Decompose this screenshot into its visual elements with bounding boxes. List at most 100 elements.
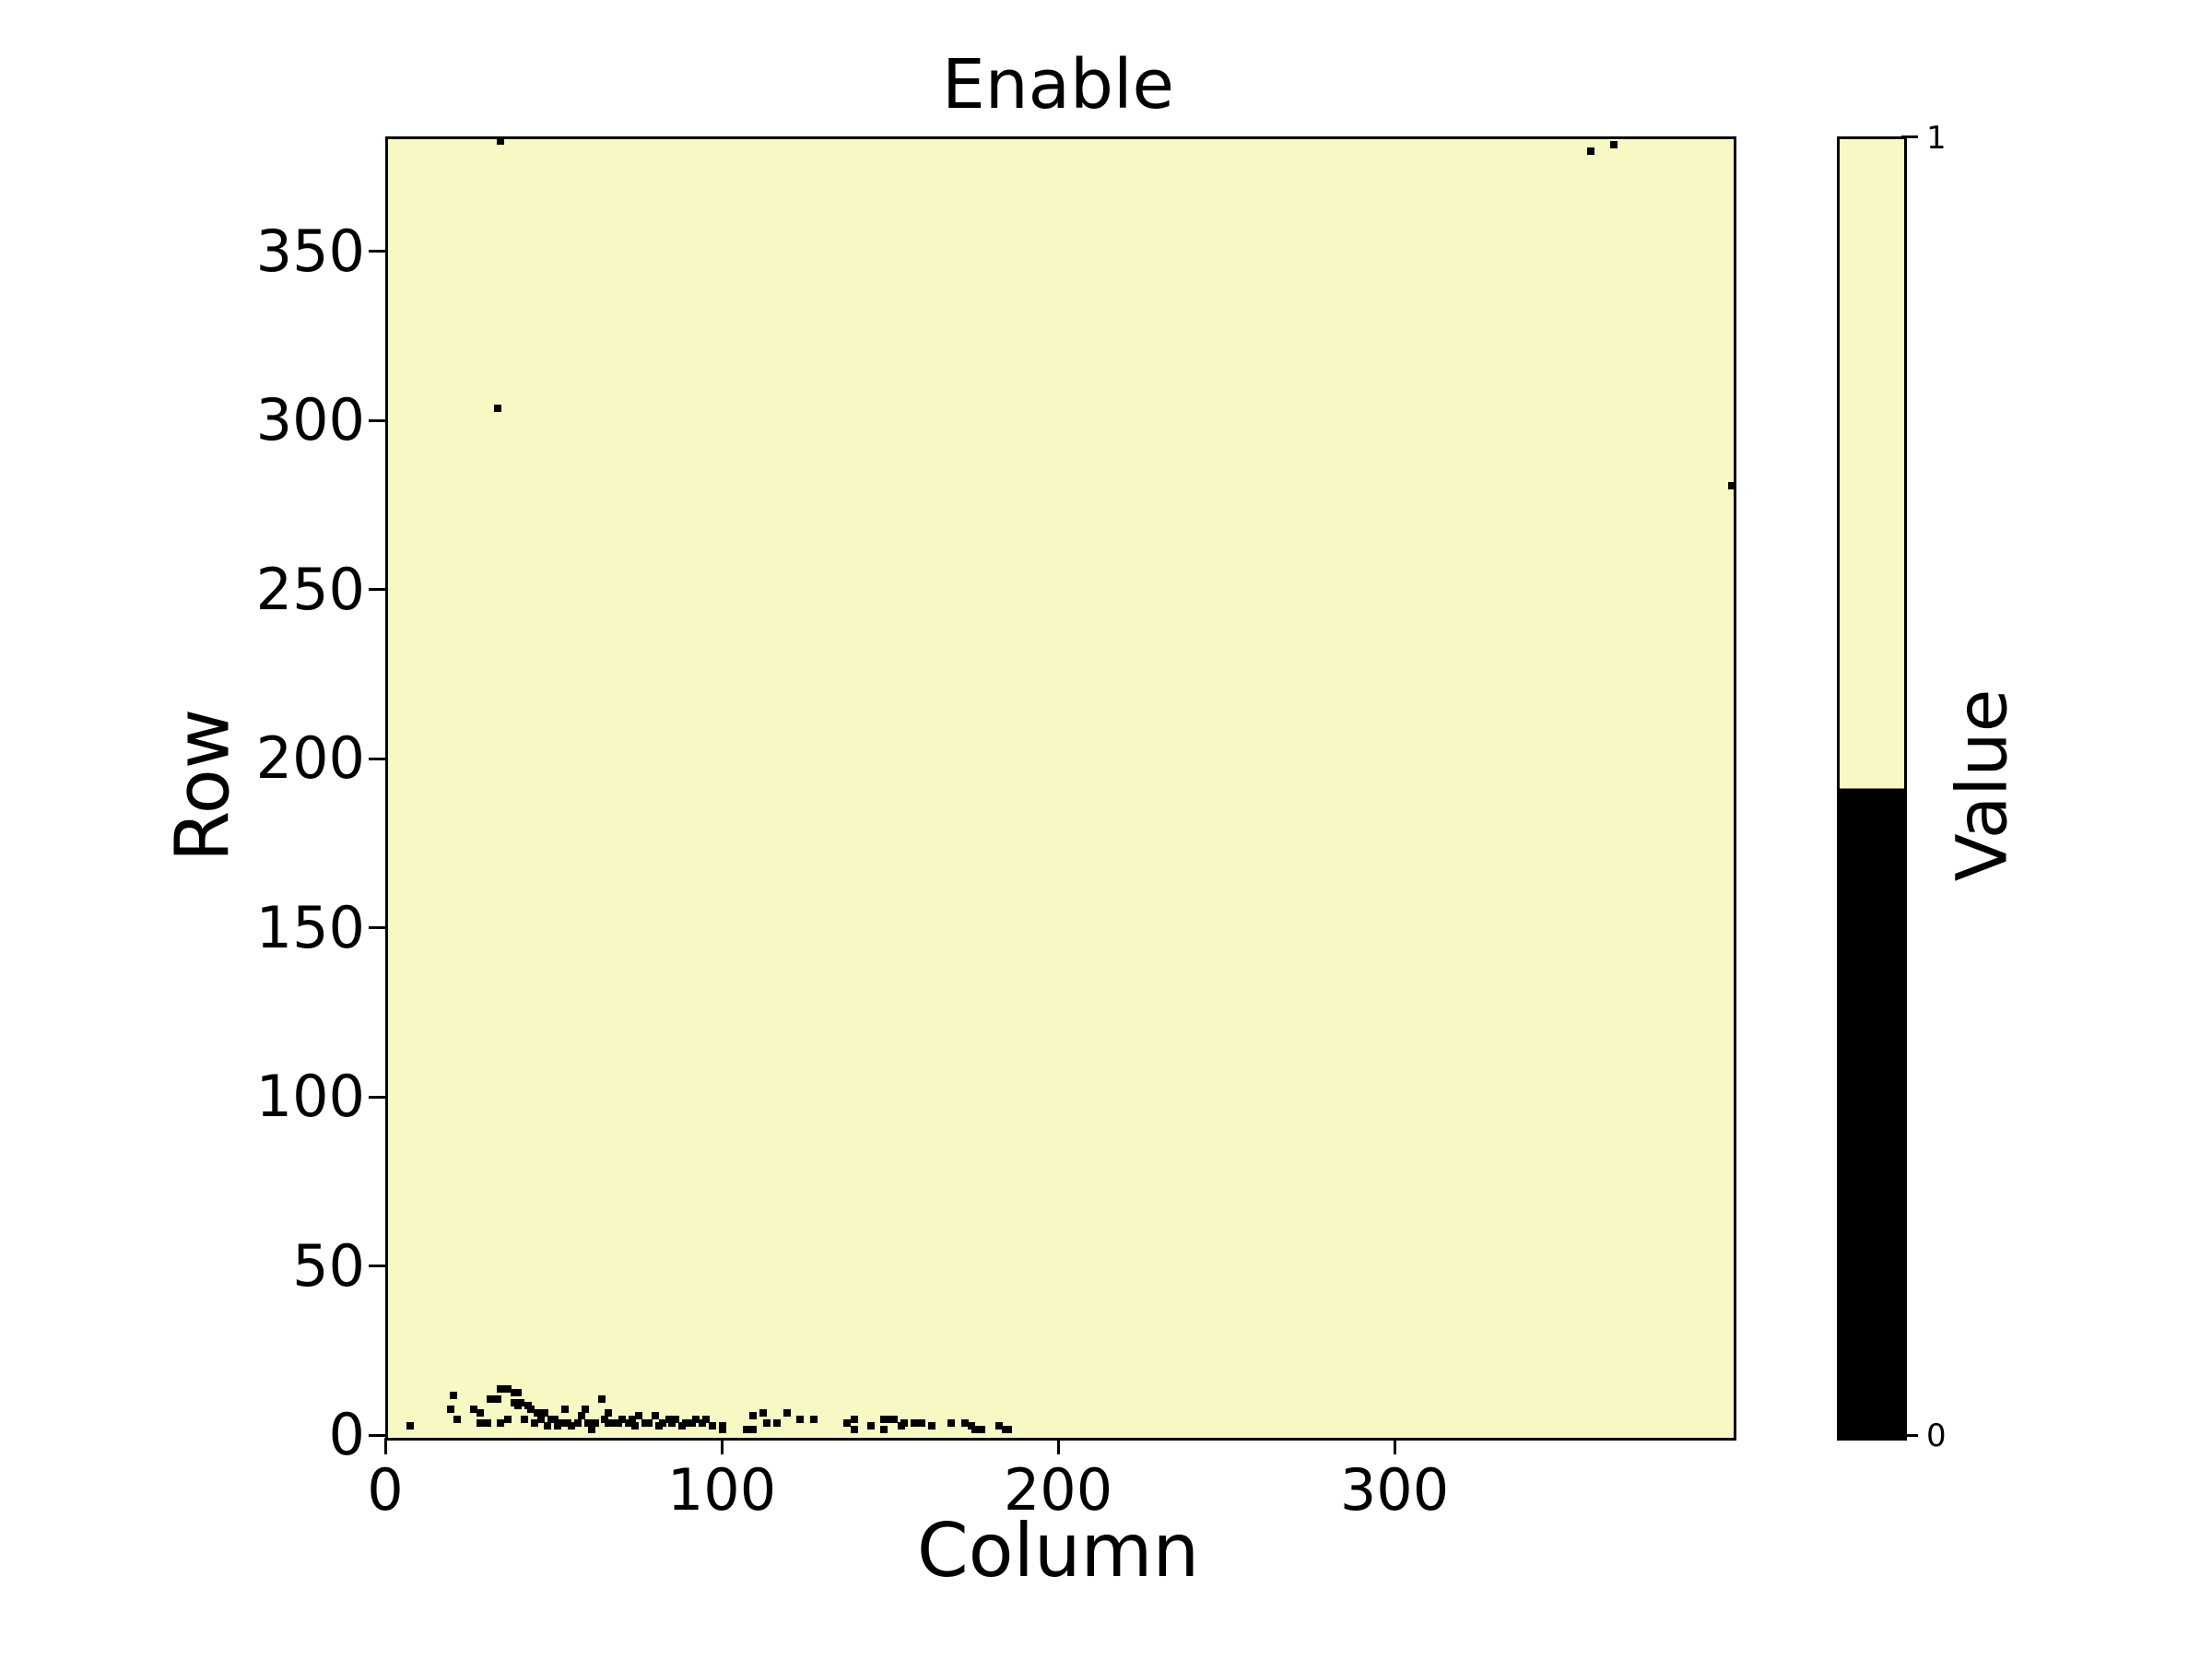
y-axis-tick bbox=[369, 250, 385, 253]
heatmap-zero-cell bbox=[544, 1422, 552, 1430]
heatmap-zero-cell bbox=[978, 1425, 986, 1433]
heatmap-zero-cell bbox=[527, 1405, 535, 1413]
heatmap-zero-cell bbox=[672, 1415, 680, 1423]
heatmap-zero-cell bbox=[587, 1425, 595, 1433]
heatmap-zero-cell bbox=[692, 1415, 700, 1423]
y-axis-tick-label: 0 bbox=[328, 1401, 365, 1468]
x-axis-tick-label: 100 bbox=[666, 1456, 777, 1524]
colorbar-tick-label-1: 1 bbox=[1926, 120, 1947, 157]
x-axis-tick bbox=[383, 1438, 387, 1454]
heatmap-zero-cell bbox=[749, 1412, 757, 1420]
heatmap-zero-cell bbox=[917, 1418, 925, 1427]
heatmap-zero-cell bbox=[911, 1418, 919, 1427]
heatmap-zero-cell bbox=[497, 139, 505, 145]
heatmap-zero-cell bbox=[406, 1422, 414, 1430]
y-axis-tick bbox=[369, 1095, 385, 1099]
heatmap-zero-cell bbox=[567, 1422, 575, 1430]
heatmap-zero-cell bbox=[483, 1418, 491, 1427]
x-axis-label: Column bbox=[916, 1508, 1200, 1594]
heatmap-zero-cell bbox=[762, 1418, 771, 1427]
y-axis-tick-label: 200 bbox=[255, 724, 365, 793]
heatmap-zero-cell bbox=[605, 1408, 613, 1417]
heatmap-zero-cell bbox=[558, 1418, 565, 1427]
heatmap-zero-cell bbox=[880, 1425, 888, 1433]
heatmap-zero-cell bbox=[477, 1418, 485, 1427]
heatmap-zero-cell bbox=[487, 1394, 495, 1403]
heatmap-zero-cell bbox=[513, 1388, 522, 1396]
heatmap-zero-cell bbox=[497, 1384, 505, 1393]
y-axis-tick-label: 250 bbox=[255, 555, 365, 623]
heatmap-zero-cell bbox=[658, 1418, 666, 1427]
heatmap-zero-cell bbox=[470, 1405, 478, 1413]
heatmap-zero-cell bbox=[709, 1422, 717, 1430]
heatmap-zero-cell bbox=[843, 1418, 852, 1427]
heatmap-zero-cell bbox=[618, 1415, 626, 1423]
heatmap-zero-cell bbox=[591, 1418, 599, 1427]
heatmap-zero-cell bbox=[497, 1418, 505, 1427]
heatmap-zero-cell bbox=[453, 1415, 461, 1423]
heatmap-zero-cell bbox=[574, 1418, 582, 1427]
heatmap-zero-cell bbox=[782, 1408, 791, 1417]
heatmap-zero-cell bbox=[517, 1398, 525, 1406]
colorbar-tick-bottom bbox=[1901, 1433, 1918, 1437]
heatmap-plot-area bbox=[385, 136, 1736, 1441]
x-axis-tick bbox=[720, 1438, 724, 1454]
y-axis-tick-label: 350 bbox=[255, 217, 365, 285]
heatmap-zero-cell bbox=[866, 1422, 875, 1430]
heatmap-zero-cell bbox=[682, 1418, 689, 1427]
heatmap-zero-cell bbox=[628, 1415, 636, 1423]
y-axis-tick-label: 300 bbox=[255, 386, 365, 454]
heatmap-zero-cell bbox=[503, 1415, 512, 1423]
y-axis-tick bbox=[369, 757, 385, 760]
heatmap-zero-cell bbox=[631, 1422, 640, 1430]
y-axis-tick bbox=[369, 1433, 385, 1437]
heatmap-zero-cell bbox=[493, 1394, 501, 1403]
heatmap-zero-cell bbox=[927, 1422, 935, 1430]
colorbar-tick-label-0: 0 bbox=[1926, 1418, 1947, 1454]
heatmap-zero-cell bbox=[994, 1422, 1003, 1430]
y-axis-label: Row bbox=[159, 708, 246, 863]
heatmap-zero-cell bbox=[749, 1425, 757, 1433]
heatmap-zero-cell bbox=[581, 1405, 589, 1413]
y-axis-tick bbox=[369, 418, 385, 422]
heatmap-zero-cell bbox=[1610, 140, 1618, 148]
y-axis-tick-label: 100 bbox=[255, 1063, 365, 1131]
heatmap-zero-cell bbox=[742, 1425, 750, 1433]
heatmap-zero-cell bbox=[971, 1425, 979, 1433]
heatmap-zero-cell bbox=[450, 1392, 458, 1400]
heatmap-zero-cell bbox=[759, 1408, 767, 1417]
heatmap-zero-cell bbox=[947, 1418, 956, 1427]
x-axis-tick-label: 300 bbox=[1339, 1456, 1450, 1524]
x-axis-tick-label: 0 bbox=[367, 1456, 404, 1524]
heatmap-zero-cell bbox=[701, 1415, 710, 1423]
colorbar bbox=[1837, 136, 1907, 1441]
heatmap-zero-cell bbox=[652, 1412, 660, 1420]
heatmap-zero-cell bbox=[1586, 147, 1594, 155]
heatmap-zero-cell bbox=[850, 1415, 858, 1423]
heatmap-zero-cell bbox=[584, 1418, 593, 1427]
heatmap-zero-cell bbox=[560, 1405, 569, 1413]
heatmap-zero-cell bbox=[796, 1415, 805, 1423]
heatmap-zero-cell bbox=[1728, 482, 1734, 490]
x-axis-tick-label: 200 bbox=[1003, 1456, 1113, 1524]
heatmap-zero-cell bbox=[890, 1415, 899, 1423]
y-axis-tick bbox=[369, 588, 385, 592]
heatmap-zero-cell bbox=[540, 1408, 548, 1417]
heatmap-zero-cell bbox=[634, 1412, 642, 1420]
y-axis-tick-label: 150 bbox=[255, 893, 365, 961]
colorbar-axis-label: Value bbox=[1940, 688, 2023, 882]
heatmap-zero-cell bbox=[1005, 1425, 1013, 1433]
heatmap-zero-cell bbox=[550, 1415, 559, 1423]
heatmap-zero-cell bbox=[520, 1415, 528, 1423]
heatmap-zero-cell bbox=[809, 1415, 818, 1423]
heatmap-zero-cell bbox=[900, 1418, 909, 1427]
y-axis-tick-label: 50 bbox=[292, 1231, 365, 1300]
heatmap-zero-cell bbox=[597, 1394, 606, 1403]
heatmap-zero-cell bbox=[961, 1418, 969, 1427]
heatmap-zero-cell bbox=[477, 1408, 485, 1417]
colorbar-tick-top bbox=[1901, 135, 1918, 138]
heatmap-zero-cell bbox=[850, 1425, 858, 1433]
heatmap-zero-cell bbox=[880, 1415, 888, 1423]
heatmap-zero-cell bbox=[530, 1418, 538, 1427]
